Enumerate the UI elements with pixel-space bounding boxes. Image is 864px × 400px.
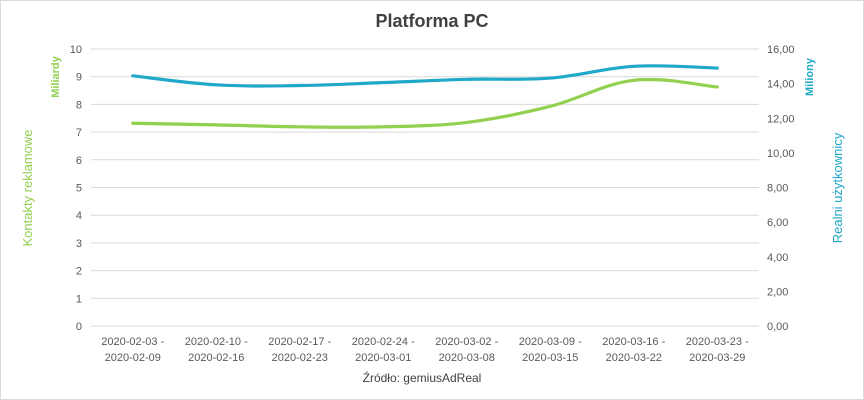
x-tick-label: 2020-03-09 - <box>519 336 582 348</box>
left-tick-label: 5 <box>76 183 82 195</box>
right-axis-unit: Miliony <box>804 57 816 96</box>
series-layer <box>131 64 719 129</box>
x-tick-label: 2020-02-23 <box>272 352 328 364</box>
source-note: Źródło: gemiusAdReal <box>363 370 482 385</box>
x-tick-label: 2020-03-01 <box>355 352 411 364</box>
right-tick-label: 8,00 <box>767 183 788 195</box>
x-tick-label: 2020-03-02 - <box>435 336 498 348</box>
left-tick-label: 1 <box>76 293 82 305</box>
x-tick-label: 2020-02-16 <box>188 352 244 364</box>
right-tick-label: 2,00 <box>767 286 788 298</box>
right-tick-label: 4,00 <box>767 252 788 264</box>
left-tick-label: 7 <box>76 127 82 139</box>
left-tick-label: 2 <box>76 266 82 278</box>
left-tick-label: 8 <box>76 99 82 111</box>
left-tick-label: 10 <box>70 44 82 56</box>
right-tick-label: 16,00 <box>767 44 795 56</box>
x-tick-label: 2020-02-09 <box>105 352 161 364</box>
x-tick-label: 2020-02-17 - <box>268 336 331 348</box>
grid-layer <box>91 48 759 327</box>
x-tick-label: 2020-03-08 <box>439 352 495 364</box>
left-tick-label: 4 <box>76 210 82 222</box>
right-tick-label: 0,00 <box>767 321 788 333</box>
right-tick-label: 10,00 <box>767 148 795 160</box>
chart-title: Platforma PC <box>375 11 488 31</box>
x-tick-label: 2020-03-23 - <box>686 336 749 348</box>
left-tick-label: 9 <box>76 72 82 84</box>
x-tick-label: 2020-02-10 - <box>185 336 248 348</box>
left-tick-label: 0 <box>76 321 82 333</box>
x-tick-label: 2020-03-15 <box>522 352 578 364</box>
left-tick-label: 6 <box>76 155 82 167</box>
right-tick-label: 6,00 <box>767 217 788 229</box>
x-tick-label: 2020-02-24 - <box>352 336 415 348</box>
right-axis-title: Realni użytkownicy <box>830 132 845 243</box>
x-tick-label: 2020-03-16 - <box>602 336 665 348</box>
realni-uzytkownicy-line <box>131 64 719 88</box>
left-axis-title: Kontakty reklamowe <box>20 129 35 246</box>
x-tick-label: 2020-03-29 <box>689 352 745 364</box>
left-axis-unit: Miliardy <box>50 55 62 97</box>
x-tick-label: 2020-02-03 - <box>101 336 164 348</box>
right-tick-label: 12,00 <box>767 113 795 125</box>
kontakty-reklamowe-line <box>131 77 719 129</box>
x-tick-label: 2020-03-22 <box>606 352 662 364</box>
right-tick-label: 14,00 <box>767 79 795 91</box>
left-tick-label: 3 <box>76 238 82 250</box>
label-layer: 0 1 2 3 4 5 6 7 8 9 10 0,00 2,00 4,00 6,00 8,00 10,00 12,… <box>70 44 795 364</box>
